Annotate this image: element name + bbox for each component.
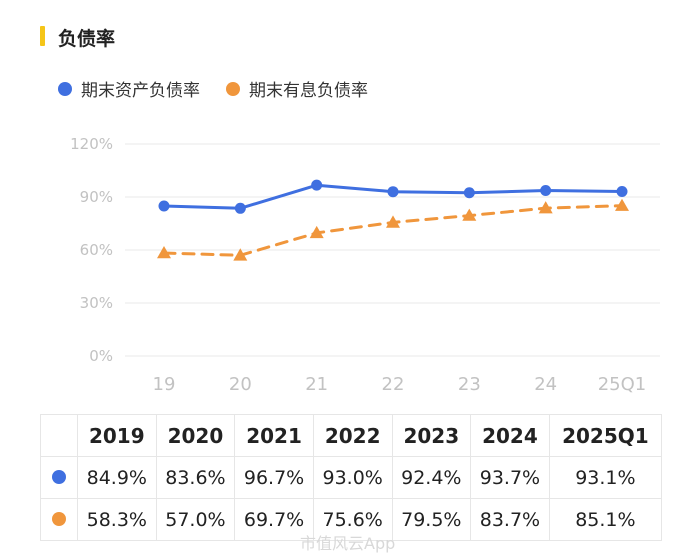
table-header-cell: 2020 (155, 414, 236, 457)
series1-point (234, 202, 246, 214)
series1-point (311, 179, 323, 191)
table-cell: 69.7% (234, 498, 314, 541)
table-cell: 93.1% (548, 456, 663, 499)
table-header-cell: 2022 (312, 414, 393, 457)
x-tick-label: 21 (305, 374, 328, 395)
table-header-cell: 2021 (234, 414, 314, 457)
table-cell: 58.3% (77, 498, 157, 541)
y-tick-label: 30% (80, 294, 113, 312)
table-cell: 85.1% (548, 498, 663, 541)
series1-point (463, 187, 475, 199)
series2-dot-icon (40, 498, 78, 541)
y-tick-label: 0% (89, 347, 113, 365)
chart-title: 负债率 (58, 28, 116, 50)
series-line-2 (162, 204, 624, 257)
series2-point (309, 225, 324, 239)
table-cell: 93.0% (312, 456, 393, 499)
table-header-cell: 2023 (391, 414, 472, 457)
series1-point (616, 186, 628, 198)
table-cell: 75.6% (312, 498, 393, 541)
x-tick-label: 22 (382, 374, 405, 395)
table-row: 84.9% 83.6% 96.7% 93.0% 92.4% 93.7% 93.1… (40, 456, 663, 499)
legend-label-series1: 期末资产负债率 (81, 81, 200, 101)
series2-point (462, 208, 477, 221)
y-tick-label: 60% (80, 241, 113, 259)
table-cell: 93.7% (470, 456, 550, 499)
table-header-cell: 2025Q1 (548, 414, 663, 457)
series1-point (158, 200, 170, 212)
table-header-cell: 2024 (470, 414, 550, 457)
line-chart: 120% 90% 60% 30% 0% 19 20 21 22 23 24 25Q1 (70, 135, 660, 395)
legend-item-series1[interactable]: 期末资产负债率 (58, 76, 200, 101)
series1-point (540, 184, 552, 196)
series1-dot-icon (40, 456, 78, 499)
series2-point (157, 246, 171, 259)
watermark: 市值风云App (300, 534, 396, 553)
y-tick-label: 120% (70, 135, 113, 153)
table-cell: 57.0% (155, 498, 236, 541)
table-cell: 79.5% (391, 498, 472, 541)
x-tick-label: 19 (153, 374, 176, 395)
table-cell: 84.9% (77, 456, 157, 499)
table-cell: 83.6% (155, 456, 236, 499)
table-header-cell: 2019 (77, 414, 157, 457)
x-tick-label: 24 (534, 374, 557, 395)
table-cell: 83.7% (470, 498, 550, 541)
title-accent-bar (40, 26, 45, 46)
table-header-blank (40, 414, 78, 457)
table-cell: 96.7% (234, 456, 314, 499)
table-cell: 92.4% (391, 456, 472, 499)
series2-point (233, 248, 248, 261)
legend-item-series2[interactable]: 期末有息负债率 (226, 76, 368, 101)
x-tick-label: 25Q1 (598, 374, 647, 395)
legend: 期末资产负债率 期末有息负债率 (58, 76, 394, 101)
x-tick-label: 20 (229, 374, 252, 395)
x-tick-label: 23 (458, 374, 481, 395)
table-row: 58.3% 57.0% 69.7% 75.6% 79.5% 83.7% 85.1… (40, 498, 663, 541)
data-table: 2019 2020 2021 2022 2023 2024 2025Q1 84.… (40, 414, 663, 541)
legend-label-series2: 期末有息负债率 (249, 81, 368, 101)
series1-point (387, 186, 399, 198)
series2-point (538, 201, 553, 214)
y-tick-label: 90% (80, 188, 113, 206)
series2-point (386, 215, 400, 228)
legend-dot-blue-icon (58, 81, 72, 96)
legend-dot-orange-icon (226, 81, 240, 96)
series2-point (615, 198, 629, 211)
table-header-row: 2019 2020 2021 2022 2023 2024 2025Q1 (40, 414, 663, 457)
